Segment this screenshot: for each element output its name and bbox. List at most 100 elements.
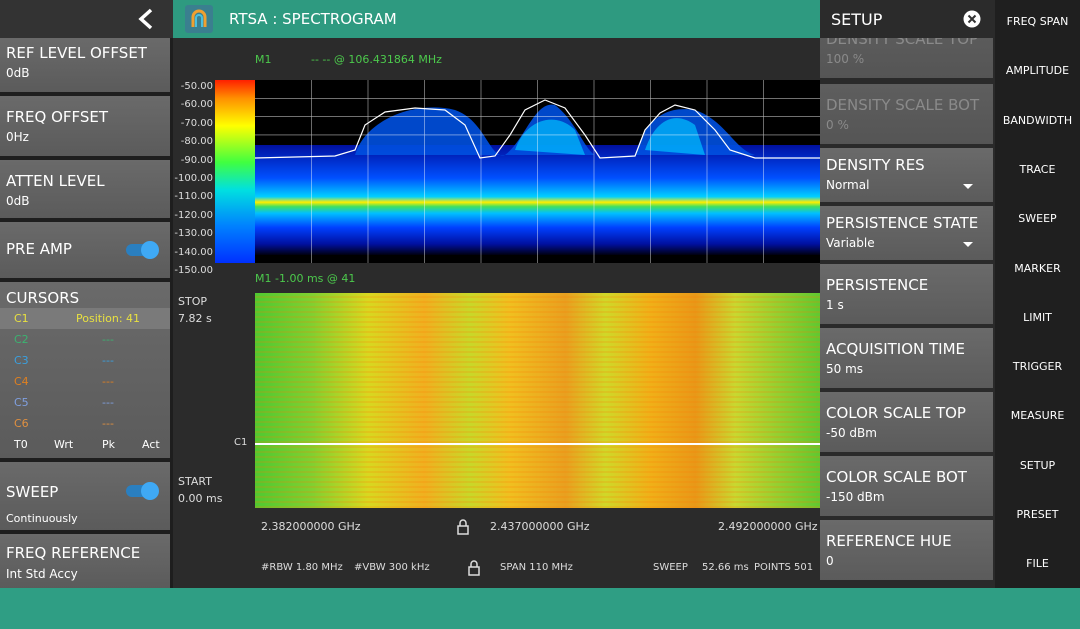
menu-item[interactable]: TRACE	[1019, 162, 1056, 176]
setup-header: SETUP	[820, 0, 995, 38]
setup-item[interactable]: REFERENCE HUE 0	[820, 520, 993, 580]
left-header	[0, 0, 173, 38]
sweep-label: SWEEP	[653, 562, 688, 573]
menu-item[interactable]: SETUP	[1019, 458, 1056, 472]
sweep-time: 52.66 ms	[702, 562, 749, 573]
marker-name: M1	[255, 53, 272, 66]
start-value: 0.00 ms	[178, 492, 223, 505]
setup-label: COLOR SCALE TOP	[826, 404, 966, 422]
cursor-row[interactable]: C1 Position: 41	[0, 308, 170, 329]
ref-level-offset-button[interactable]: REF LEVEL OFFSET 0dB	[0, 38, 170, 92]
cursor-name: C4	[14, 375, 29, 388]
cursor-row[interactable]: C6 ---	[0, 413, 170, 434]
label: FREQ OFFSET	[6, 108, 109, 126]
cursor-line-label: C1	[234, 437, 248, 448]
menu-item[interactable]: AMPLITUDE	[1005, 64, 1070, 78]
start-label: START	[178, 475, 212, 488]
rbw: #RBW 1.80 MHz	[261, 562, 343, 573]
marker-readout: -- -- @ 106.431864 MHz	[311, 53, 442, 66]
setup-item: DENSITY SCALE BOT 0 %	[820, 84, 993, 144]
menu-item[interactable]: BANDWIDTH	[1002, 113, 1073, 127]
stop-label: STOP	[178, 295, 207, 308]
color-scale-bar	[215, 80, 255, 263]
cursor-row[interactable]: C2 ---	[0, 329, 170, 350]
cursor-value: ---	[102, 333, 114, 346]
freq-center: 2.437000000 GHz	[490, 520, 590, 533]
cursor-footer[interactable]: Wrt	[54, 438, 74, 451]
setup-item[interactable]: DENSITY RES Normal	[820, 148, 993, 202]
setup-value: Normal	[826, 178, 870, 192]
sweep-button[interactable]: SWEEP Continuously	[0, 462, 170, 530]
menu-item[interactable]: SWEEP	[1018, 212, 1057, 226]
menu-item[interactable]: FREQ SPAN	[1006, 15, 1069, 28]
y-tick-label: -140.00	[174, 246, 213, 258]
y-tick-label: -150.00	[174, 265, 213, 276]
setup-item[interactable]: PERSISTENCE 1 s	[820, 264, 993, 324]
title-bar: RTSA : SPECTROGRAM	[173, 0, 820, 38]
cursor-row[interactable]: C5 ---	[0, 392, 170, 413]
cursor-value: ---	[102, 396, 114, 409]
label: CURSORS	[6, 289, 80, 307]
cursor-row[interactable]: C4 ---	[0, 371, 170, 392]
y-tick-label: -110.00	[174, 191, 213, 203]
menu-item[interactable]: LIMIT	[1023, 310, 1052, 324]
cursor-row[interactable]: C3 ---	[0, 350, 170, 371]
app-icon	[185, 5, 213, 33]
value: 0dB	[6, 66, 30, 80]
lock-icon[interactable]	[456, 519, 470, 535]
setup-value: 100 %	[826, 52, 865, 66]
atten-level-button[interactable]: ATTEN LEVEL 0dB	[0, 160, 170, 218]
cursor-name: C2	[14, 333, 29, 346]
setup-label: COLOR SCALE BOT	[826, 468, 967, 486]
cursor-footer[interactable]: Pk	[102, 438, 116, 451]
value: 0Hz	[6, 130, 29, 144]
cursor-name: C1	[14, 312, 29, 325]
toggle[interactable]	[126, 241, 159, 259]
setup-item[interactable]: PERSISTENCE STATE Variable	[820, 206, 993, 260]
setup-label: ACQUISITION TIME	[826, 340, 966, 358]
value: Continuously	[6, 512, 78, 525]
y-tick-label: -70.00	[180, 117, 213, 129]
menu-item[interactable]: PRESET	[1016, 508, 1059, 521]
lock-icon[interactable]	[467, 560, 481, 576]
setup-label: DENSITY RES	[826, 156, 925, 174]
label: SWEEP	[6, 483, 59, 501]
menu-item[interactable]: MEASURE	[1010, 409, 1065, 423]
menu-item[interactable]: TRIGGER	[1012, 360, 1063, 374]
setup-item[interactable]: COLOR SCALE BOT -150 dBm	[820, 456, 993, 516]
menu-item[interactable]: MARKER	[1014, 261, 1061, 275]
span: SPAN 110 MHz	[500, 562, 573, 573]
setup-label: PERSISTENCE STATE	[826, 214, 979, 232]
y-tick-label: -130.00	[174, 228, 213, 240]
y-tick-label: -100.00	[174, 173, 213, 184]
setup-item[interactable]: ACQUISITION TIME 50 ms	[820, 328, 993, 388]
menu-item[interactable]: FILE	[1026, 557, 1049, 571]
setup-value: 0	[826, 554, 834, 568]
title: RTSA : SPECTROGRAM	[229, 10, 397, 28]
cursor-value: ---	[102, 354, 114, 367]
bottom-bar	[0, 588, 1080, 629]
cursor-value: ---	[102, 417, 114, 430]
cursor-footer[interactable]: T0	[14, 438, 28, 451]
dropdown-arrow	[963, 242, 973, 247]
freq-start: 2.382000000 GHz	[261, 520, 361, 533]
y-tick-label: -90.00	[180, 154, 213, 166]
pre-amp-button[interactable]: PRE AMP	[0, 222, 170, 278]
setup-value: 50 ms	[826, 362, 864, 376]
toggle[interactable]	[126, 482, 159, 500]
cursor-line	[255, 443, 820, 445]
freq-offset-button[interactable]: FREQ OFFSET 0Hz	[0, 96, 170, 156]
stop-value: 7.82 s	[178, 312, 212, 325]
y-tick-label: -50.00	[180, 81, 213, 92]
setup-value: 1 s	[826, 298, 844, 312]
setup-value: -150 dBm	[826, 490, 885, 504]
spectrogram	[255, 293, 820, 508]
setup-item[interactable]: COLOR SCALE TOP -50 dBm	[820, 392, 993, 452]
close-icon[interactable]	[963, 10, 981, 28]
cursor-name: C6	[14, 417, 29, 430]
back-icon[interactable]	[136, 7, 156, 31]
freq-reference-button[interactable]: FREQ REFERENCE Int Std Accy	[0, 534, 170, 588]
spectrum-plot	[255, 80, 820, 263]
cursor-value: Position: 41	[76, 312, 141, 325]
cursor-footer[interactable]: Act	[142, 438, 160, 451]
